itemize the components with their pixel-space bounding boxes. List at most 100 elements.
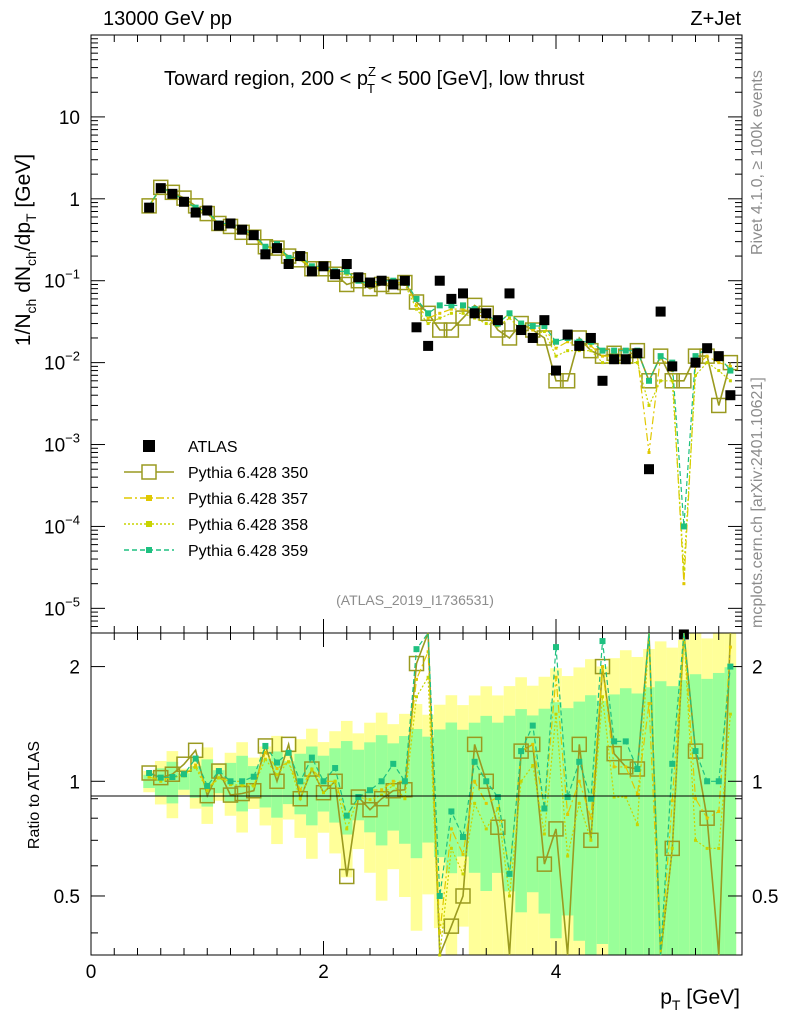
ratio-point-2 <box>635 793 639 797</box>
ratio-point-4 <box>587 795 594 802</box>
ratio-point-3 <box>229 783 232 787</box>
series-point-3 <box>484 322 488 326</box>
ratio-band-inner <box>189 766 202 798</box>
tick-labels: 0 2 4 10 1 10−1 10−2 10−3 10−4 10−5 2 2 1 1 0.5 0.5 <box>44 108 778 983</box>
ratio-y-tick-label-right: 1 <box>752 772 763 793</box>
ratio-point-3 <box>345 827 349 831</box>
series-point-3 <box>554 354 558 358</box>
ratio-band-inner <box>689 674 702 955</box>
ratio-band-inner <box>678 680 690 955</box>
series-point-4 <box>646 377 652 384</box>
ratio-point-3 <box>263 757 267 761</box>
ratio-point-4 <box>367 787 373 794</box>
ratio-point-4 <box>483 778 490 785</box>
ratio-point-4 <box>274 759 280 766</box>
legend-marker-square <box>146 521 152 527</box>
ratio-band-inner <box>433 729 446 858</box>
ratio-point-3 <box>473 801 477 805</box>
ratio-point-4 <box>250 773 257 780</box>
ratio-point-1 <box>362 801 378 818</box>
ratio-point-3 <box>252 784 256 788</box>
ratio-point-4 <box>727 663 734 670</box>
series-point-2 <box>554 346 558 350</box>
x-tick-label: 0 <box>86 962 97 983</box>
series-point-3 <box>542 329 546 333</box>
series-point-2 <box>426 316 430 320</box>
atlas-point <box>713 351 724 362</box>
ratio-point-3 <box>554 712 558 716</box>
y-tick-label: 10−1 <box>44 267 80 293</box>
ratio-band-inner <box>619 688 632 955</box>
series-point-4 <box>460 302 466 309</box>
series-point-3 <box>566 349 570 353</box>
ratio-point-3 <box>694 838 697 842</box>
ratio-point-4 <box>215 768 222 775</box>
ratio-point-3 <box>728 712 732 716</box>
atlas-point <box>434 275 445 286</box>
ratio-point-4 <box>541 805 548 812</box>
ratio-point-2 <box>647 702 651 706</box>
y-tick-label: 1 <box>69 190 80 211</box>
ratio-band-inner <box>666 686 679 955</box>
ratio-point-3 <box>717 846 721 850</box>
ratio-point-3 <box>298 797 302 801</box>
ratio-band-inner <box>712 672 725 955</box>
series-point-4 <box>611 347 618 354</box>
ratio-point-1 <box>466 736 483 753</box>
ratio-band-inner <box>550 702 562 939</box>
ratio-band-inner <box>515 709 527 913</box>
ratio-band-inner <box>178 773 190 790</box>
ratio-point-3 <box>438 953 442 957</box>
legend-marker-square <box>146 495 152 501</box>
ratio-point-3 <box>531 764 535 768</box>
ratio-point-2 <box>263 750 267 754</box>
ratio-point-2 <box>612 765 616 769</box>
series-point-4 <box>541 322 548 329</box>
ratio-y-tick-label-right: 2 <box>752 658 763 679</box>
series-point-4 <box>308 263 315 270</box>
series-point-3 <box>647 403 651 407</box>
atlas-point <box>585 332 596 343</box>
ratio-point-1 <box>490 819 506 835</box>
ratio-point-4 <box>704 778 711 785</box>
collision-label: 13000 GeV pp <box>103 8 232 30</box>
series-point-4 <box>425 310 432 317</box>
ratio-point-4 <box>169 774 176 781</box>
series-point-2 <box>601 354 604 358</box>
ratio-point-4 <box>553 644 559 651</box>
ratio-point-2 <box>484 801 488 805</box>
ratio-point-2 <box>275 767 279 771</box>
ratio-point-4 <box>157 774 164 781</box>
ratio-point-2 <box>415 677 418 681</box>
main-series-layer <box>141 179 739 640</box>
y-tick-label: 10 <box>59 108 80 129</box>
ratio-point-4 <box>320 778 327 785</box>
legend-label: Pythia 6.428 358 <box>188 517 308 534</box>
atlas-point <box>318 261 329 272</box>
ratio-point-2 <box>728 645 732 649</box>
x-axis-label: pT [GeV] <box>660 986 740 1013</box>
ratio-point-4 <box>146 770 153 777</box>
ratio-point-4 <box>576 758 583 765</box>
ratio-y-tick-label-right: 0.5 <box>752 887 778 908</box>
legend: ATLAS Pythia 6.428 350 Pythia 6.428 357 Pyt… <box>124 439 308 560</box>
atlas-point <box>248 230 259 241</box>
ratio-point-4 <box>332 765 339 772</box>
ratio-point-2 <box>566 812 570 816</box>
ratio-point-4 <box>436 892 443 899</box>
ratio-band-inner <box>352 749 365 821</box>
series-point-3 <box>705 361 709 365</box>
ratio-point-3 <box>624 795 628 799</box>
ratio-point-4 <box>390 760 397 767</box>
series-point-1 <box>676 373 692 389</box>
ratio-point-2 <box>694 797 697 801</box>
ratio-band-inner <box>608 694 620 955</box>
ratio-point-3 <box>542 832 546 836</box>
series-point-1 <box>432 322 448 338</box>
series-point-3 <box>670 379 674 383</box>
atlas-point <box>237 224 248 235</box>
ratio-point-2 <box>717 809 721 813</box>
atlas-point <box>690 357 701 368</box>
series-point-2 <box>589 344 593 348</box>
mcplots-label: mcplots.cern.ch [arXiv:2401.10621] <box>749 377 766 628</box>
